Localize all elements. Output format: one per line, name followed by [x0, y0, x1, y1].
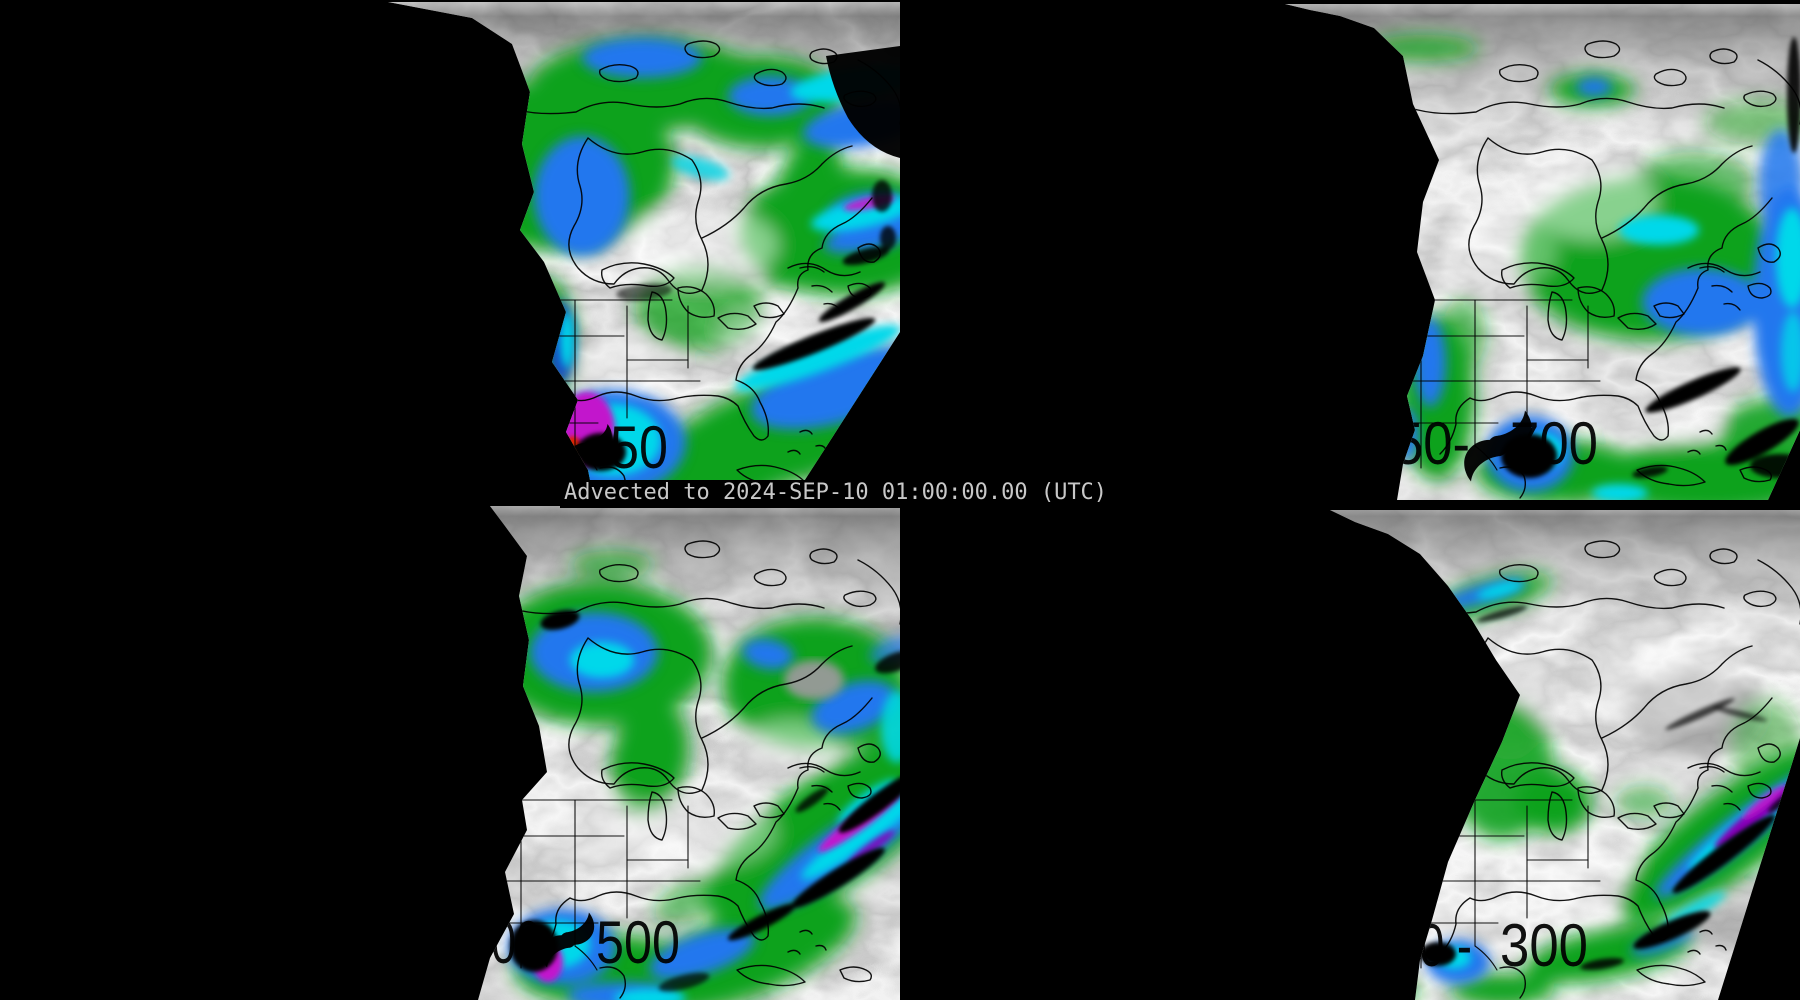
map-panel-top-left: - 50 — [388, 2, 900, 500]
layer-label-right: 300 — [1500, 912, 1588, 979]
layer-label-left: - — [540, 414, 562, 481]
layer-label-right: 500 — [596, 909, 680, 976]
moisture-shading — [1369, 35, 1800, 500]
arctic-shade — [478, 506, 900, 635]
layer-label-left: 00 — [491, 909, 541, 976]
arctic-shade — [1285, 4, 1800, 135]
moisture-shading — [488, 551, 900, 1000]
layer-label-left: 00 - — [1394, 912, 1472, 979]
timestamp-caption: Advected to 2024-SEP-10 01:00:00.00 (UTC… — [560, 480, 1114, 508]
map-panel-bottom-left: 00 500 — [478, 506, 900, 1000]
layer-label: 00 500 — [491, 909, 680, 976]
arctic-shade — [1330, 510, 1800, 635]
layer-label-left: 50- — [1394, 410, 1470, 477]
map-panel-bottom-right: 00 - 300 — [1330, 510, 1800, 1000]
black-cloud-mask — [1420, 605, 1800, 971]
map-panel-top-right: 50- 700 — [1285, 4, 1800, 500]
black-cloud-mask — [576, 46, 900, 471]
black-cloud-mask — [510, 610, 900, 992]
layer-label-right: 50 — [610, 414, 668, 481]
